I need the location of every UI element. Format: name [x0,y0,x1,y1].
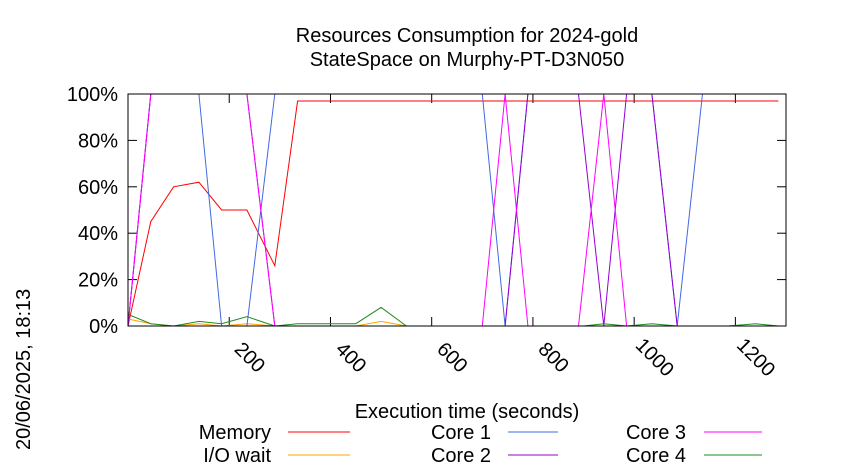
y-tick-label: 20% [78,270,118,292]
plot-frame [127,93,787,327]
y-tick-label: 80% [78,130,118,152]
chart-title-line-1: Resources Consumption for 2024-gold [296,25,638,47]
y-tick-label: 100% [67,84,118,106]
x-tick-label: 1000 [631,334,678,381]
x-tick-labels: 200 400 600 800 1000 1200 [230,334,779,381]
timestamp-label: 20/06/2025, 18:13 [13,289,35,450]
chart-title: Resources Consumption for 2024-gold Stat… [296,25,638,71]
legend-label-core-1: Core 1 [431,422,491,444]
series-lines [127,93,779,327]
x-tick-label: 200 [230,338,269,377]
legend-label-core-2: Core 2 [431,445,491,467]
series-line-core-4 [127,306,779,327]
x-tick-label: 400 [331,338,370,377]
y-tick-labels: 0% 20% 40% 60% 80% 100% [67,84,118,338]
series-line-memory [127,100,779,327]
legend-label-core-3: Core 3 [626,422,686,444]
legend-label-core-4: Core 4 [626,445,686,467]
x-tick-label: 1200 [732,334,779,381]
chart-title-line-2: StateSpace on Murphy-PT-D3N050 [310,49,625,71]
y-tick-label: 60% [78,177,118,199]
x-axis-label: Execution time (seconds) [355,401,580,423]
y-tick-label: 40% [78,223,118,245]
y-tick-label: 0% [89,316,118,338]
x-tick-label: 600 [432,338,471,377]
legend-label-memory: Memory [199,422,271,444]
x-tick-label: 800 [534,338,573,377]
legend-label-i-o-wait: I/O wait [203,445,271,467]
